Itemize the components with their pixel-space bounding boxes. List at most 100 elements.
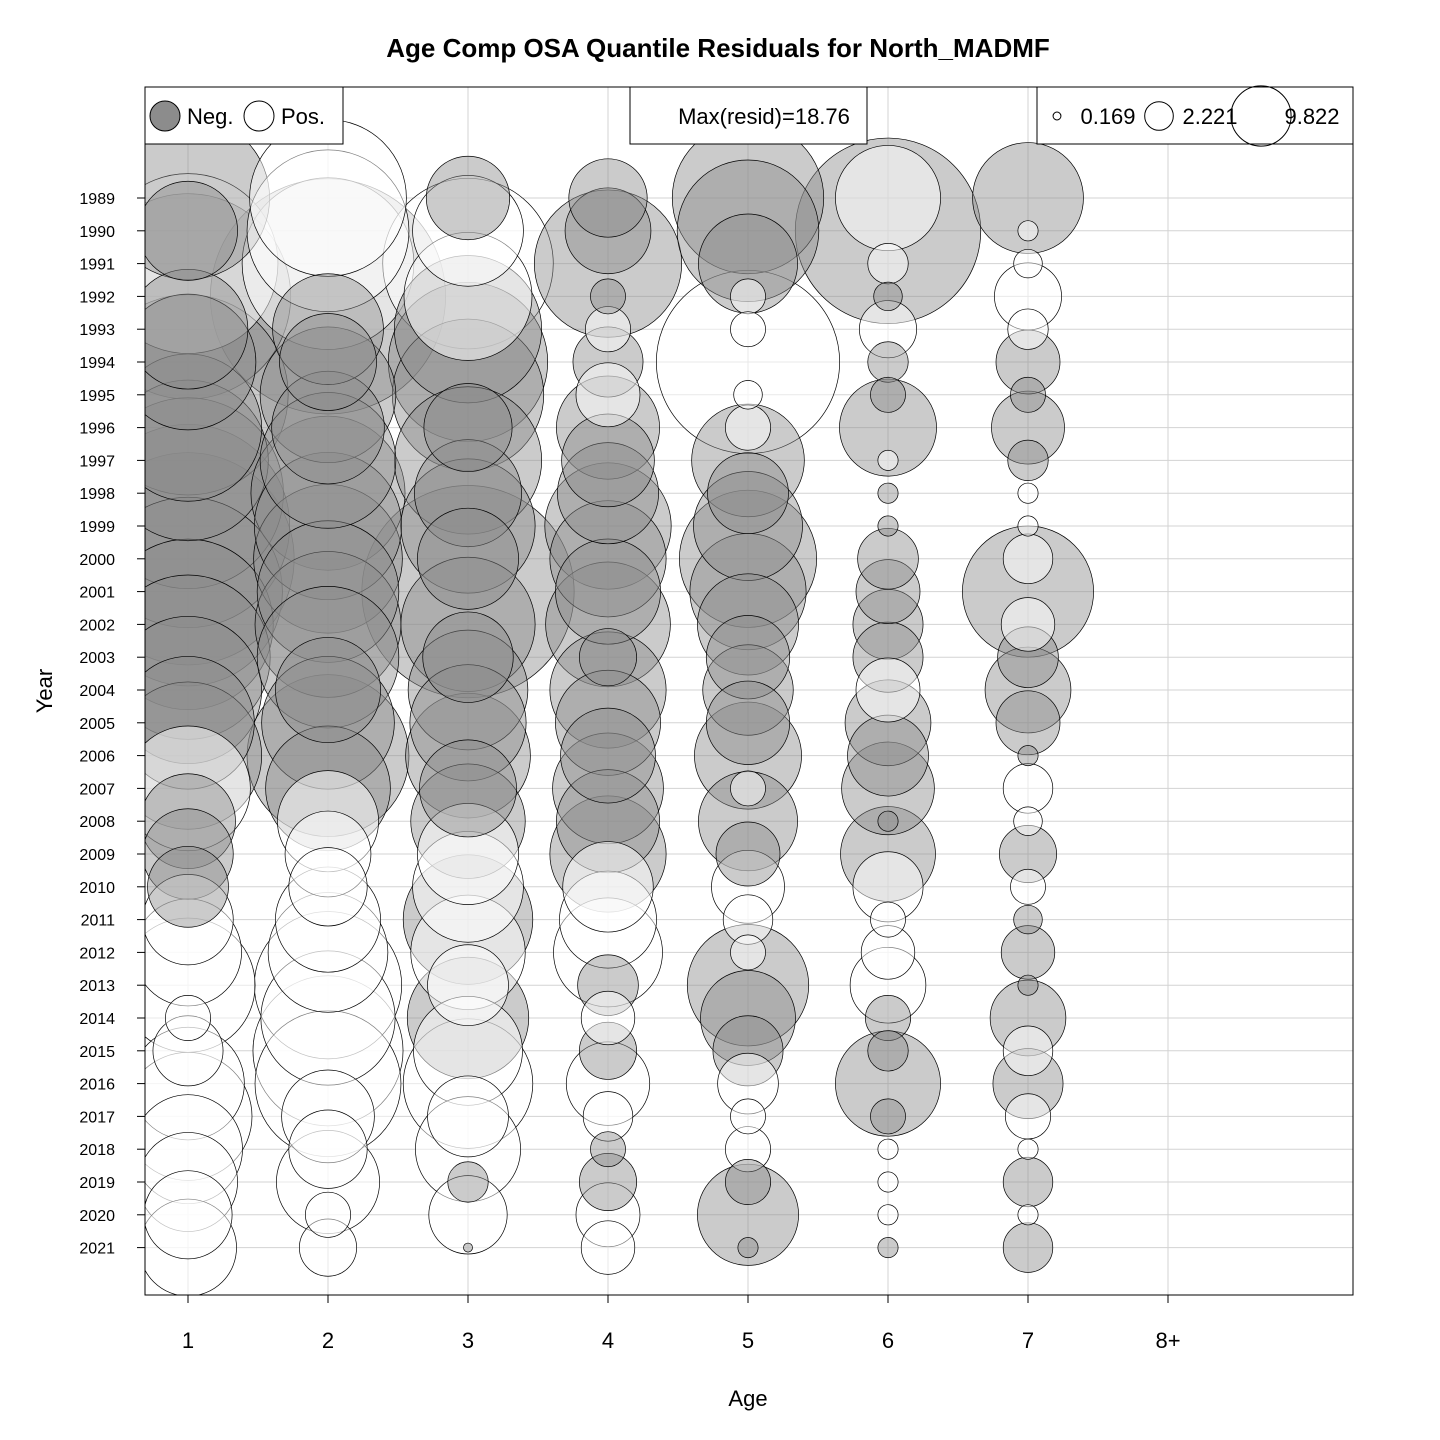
positive-residual-bubble (730, 311, 766, 348)
positive-residual-bubble (417, 803, 519, 905)
negative-residual-bubble (145, 353, 262, 502)
negative-residual-bubble (865, 995, 911, 1041)
y-tick-label: 2019 (79, 1175, 115, 1192)
negative-residual-bubble (995, 690, 1061, 756)
positive-residual-bubble (145, 1170, 233, 1260)
positive-residual-bubble (412, 175, 524, 287)
positive-residual-bubble (1007, 308, 1049, 350)
negative-residual-bubble (425, 155, 511, 241)
max-resid-label: Max(resid)=18.76 (678, 104, 850, 129)
y-tick-label: 1992 (79, 289, 115, 306)
positive-residual-bubble (1017, 1138, 1039, 1160)
negative-residual-bubble (400, 458, 536, 594)
negative-residual-bubble (253, 484, 403, 634)
negative-residual-bubble (256, 520, 400, 663)
negative-legend-marker (149, 100, 181, 132)
positive-residual-bubble (1017, 1204, 1039, 1226)
negative-residual-bubble (145, 773, 236, 869)
y-tick-label: 2008 (79, 814, 115, 831)
negative-residual-bubble (272, 273, 384, 385)
max-resid-frame (629, 86, 868, 145)
positive-residual-bubble (877, 1138, 899, 1160)
negative-residual-bubble (145, 180, 238, 281)
positive-residual-bubble (1000, 597, 1056, 652)
negative-residual-bubble (1000, 925, 1056, 980)
positive-residual-bubble (877, 1204, 899, 1226)
y-tick-label: 2016 (79, 1077, 115, 1094)
negative-residual-bubble (841, 741, 935, 836)
sign-legend-box (144, 86, 344, 145)
positive-residual-bubble (575, 362, 641, 428)
positive-residual-bubble (1002, 533, 1054, 584)
negative-residual-bubble (725, 1159, 771, 1205)
y-tick-label: 1995 (79, 388, 115, 405)
negative-residual-bubble (419, 739, 517, 838)
negative-residual-bubble (867, 1030, 909, 1072)
positive-residual-bubble (428, 1175, 508, 1255)
y-tick-label: 1997 (79, 453, 115, 470)
size-legend-label-1: 0.169 (1080, 104, 1135, 129)
negative-residual-bubble (560, 707, 656, 804)
negative-residual-bubble (579, 628, 637, 687)
negative-residual-bubble (1007, 439, 1049, 481)
positive-residual-bubble (725, 404, 771, 451)
y-axis-title: Year (32, 669, 57, 713)
positive-residual-bubble (585, 306, 631, 353)
negative-residual-bubble (590, 278, 626, 315)
y-tick-label: 1998 (79, 486, 115, 503)
positive-residual-bubble (580, 990, 636, 1046)
y-tick-label: 1990 (79, 224, 115, 241)
negative-residual-bubble (579, 1153, 637, 1211)
negative-residual-bubble (1002, 1222, 1054, 1273)
negative-residual-bubble (561, 413, 655, 508)
y-tick-label: 2000 (79, 552, 115, 569)
size-legend-circles (1052, 85, 1292, 147)
negative-residual-bubble (256, 586, 400, 729)
x-tick-label: 7 (1022, 1328, 1034, 1353)
y-tick-label: 2001 (79, 585, 115, 602)
x-tick-label: 8+ (1155, 1328, 1180, 1353)
y-tick-label: 2011 (81, 913, 116, 930)
size-legend-label-3: 9.822 (1284, 104, 1339, 129)
negative-residual-bubble (145, 423, 291, 629)
negative-residual-bubble (855, 559, 921, 624)
negative-residual-bubble (877, 482, 899, 504)
sign-legend: Neg. Pos. (144, 86, 344, 145)
y-tick-label: 1996 (79, 421, 115, 438)
negative-residual-bubble (693, 471, 803, 581)
chart-title: Age Comp OSA Quantile Residuals for Nort… (386, 33, 1050, 63)
positive-residual-bubble (145, 874, 234, 966)
positive-residual-bubble (1002, 763, 1054, 814)
size-legend-circle (1144, 101, 1174, 131)
x-tick-label: 2 (322, 1328, 334, 1353)
y-tick-label: 1989 (79, 191, 115, 208)
negative-residual-bubble (870, 376, 906, 413)
negative-residual-bubble (145, 293, 257, 431)
positive-residual-bubble (870, 901, 906, 938)
y-tick-label: 2003 (79, 650, 115, 667)
y-tick-label: 2015 (79, 1044, 115, 1061)
x-axis: 1 2 3 4 5 6 7 8+ (182, 1295, 1181, 1353)
positive-residual-bubble (1017, 220, 1039, 242)
negative-residual-bubble (705, 615, 791, 700)
negative-residual-bubble (564, 187, 652, 275)
positive-residual-bubble (733, 380, 763, 410)
negative-residual-bubble (679, 489, 817, 628)
positive-residual-bubble (730, 278, 766, 315)
y-tick-label: 2012 (79, 945, 115, 962)
positive-residual-bubble (145, 725, 251, 852)
negative-residual-bubble (707, 452, 789, 535)
negative-residual-bubble (447, 1161, 489, 1203)
negative-residual-bubble (145, 269, 249, 390)
negative-residual-bubble (705, 680, 791, 765)
negative-residual-bubble (253, 451, 403, 601)
positive-residual-bubble (580, 1220, 636, 1275)
negative-residual-bubble (697, 573, 799, 676)
negative-residual-bubble (407, 629, 529, 751)
negative-residual-bubble (857, 528, 919, 590)
y-tick-label: 2007 (79, 781, 115, 798)
y-tick-label: 1993 (79, 322, 115, 339)
negative-residual-bubble (259, 326, 397, 464)
